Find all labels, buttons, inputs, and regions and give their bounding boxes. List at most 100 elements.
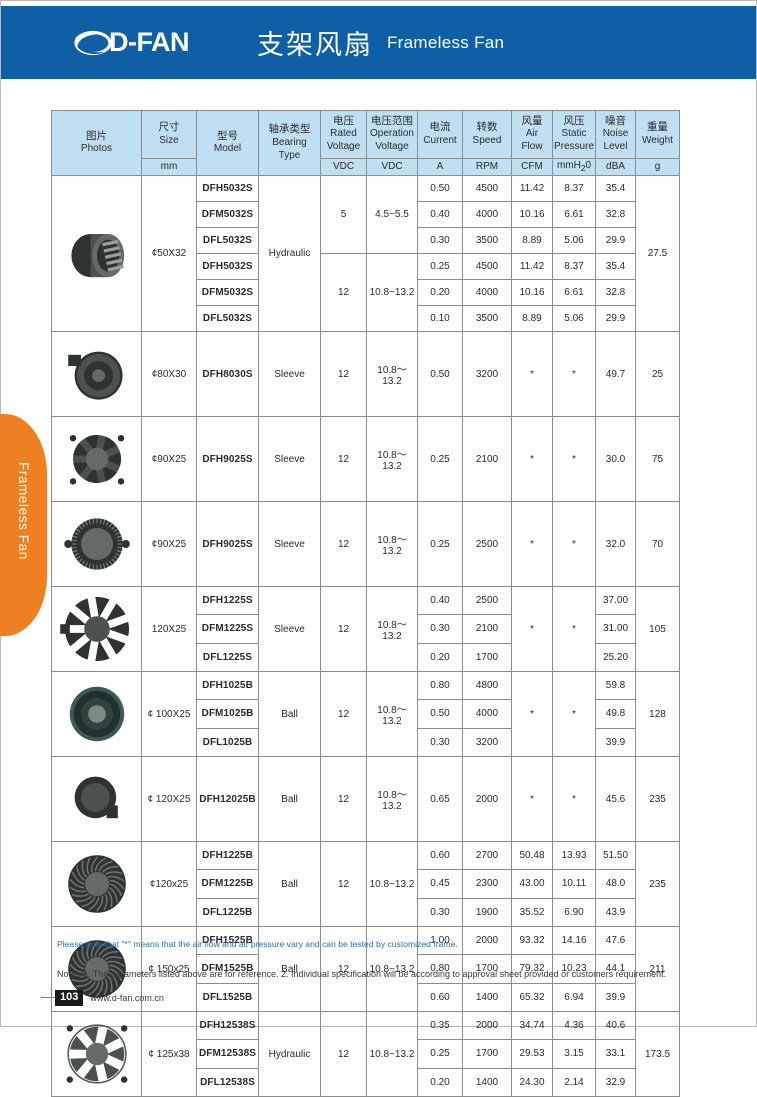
cell-speed: 2100 (462, 416, 512, 502)
cell-noise-level: 29.9 (595, 305, 636, 332)
cell-model: DFH12538S (196, 1010, 259, 1041)
cell-noise-level: 32.9 (595, 1067, 636, 1097)
cell-bearing-type: Sleeve (258, 416, 321, 502)
cell-airflow: 11.42 (511, 253, 553, 280)
cell-weight: 128 (635, 671, 680, 757)
cell-size: ¢ 100X25 (141, 671, 197, 757)
cell-current: 0.25 (417, 501, 463, 587)
cell-speed: 2100 (462, 614, 512, 644)
cell-model: DFM1525B (196, 954, 259, 984)
cell-pressure: 6.61 (552, 201, 596, 228)
cell-noise-level: 30.0 (595, 416, 636, 502)
product-photo-blower-fan-80x30 (51, 331, 142, 417)
cell-pressure: 5.06 (552, 305, 596, 332)
cell-current: 0.50 (417, 699, 463, 729)
cell-current: 0.35 (417, 1010, 463, 1041)
cell-bearing-type: Hydraulic (258, 175, 321, 332)
cell-noise-level: 45.6 (595, 756, 636, 842)
cell-current: 0.25 (417, 1039, 463, 1069)
cell-current: 0.20 (417, 279, 463, 306)
cell-bearing-type: Ball (258, 841, 321, 927)
product-photo-centrifugal-fan-120x25 (51, 841, 142, 927)
cell-bearing-type: Ball (258, 926, 321, 1012)
cell-weight: 70 (635, 501, 680, 587)
cell-model: DFM12538S (196, 1039, 259, 1069)
cell-size: ¢90X25 (141, 416, 197, 502)
cell-model: DFM1025B (196, 699, 259, 729)
table-row: DFL1225B 0.30 1900 35.52 6.90 43.9 (52, 897, 680, 928)
table-row: ¢120x25 DFH1225B Ball 12 10.8~13.2 0.60 2700 50… (51, 840, 680, 927)
footer-dash-icon (41, 997, 55, 999)
table-row: DFL5032S 0.30 3500 8.89 5.06 29.9 (52, 227, 680, 254)
cell-noise-level: 47.6 (595, 925, 636, 956)
cell-model: DFH5032S (196, 175, 259, 202)
product-photo-blower-fan-90x25 (51, 501, 142, 587)
cell-model: DFM5032S (196, 201, 259, 228)
cell-weight: 235 (635, 841, 680, 927)
website-url[interactable]: www.d-fan.com.cn (90, 992, 164, 1003)
table-header: 图片 Photos 尺寸 Size 型号 Model 轴承类型 Bearing Type 电压 Ra… (51, 110, 680, 176)
cell-speed: 2000 (462, 1010, 512, 1041)
cell-size: 120X25 (141, 586, 197, 672)
cell-model: DFH1525B (196, 925, 259, 956)
column-header-photos: 图片 Photos (51, 110, 142, 176)
cell-pressure: 3.15 (552, 1039, 596, 1069)
cell-airflow: * (511, 756, 553, 842)
cell-speed: 1700 (462, 1039, 512, 1069)
cell-model: DFM1225S (196, 614, 259, 644)
cell-model: DFL5032S (196, 305, 259, 332)
cell-airflow: 11.42 (511, 175, 553, 202)
cell-current: 0.45 (417, 869, 463, 899)
cell-model: DFL1525B (196, 982, 259, 1013)
cell-operation-voltage: 10.8～13.2 (366, 501, 418, 587)
table-row: ¢90X25 DFH9025S Sleeve 12 10.8～13.2 0.25 2500 *… (51, 501, 680, 587)
cell-noise-level: 43.9 (595, 897, 636, 928)
product-photo-blower-fan-100x25 (51, 671, 142, 757)
cell-model: DFL1225S (196, 642, 259, 673)
cell-speed: 2500 (462, 501, 512, 587)
section-tab-label: Frameless Fan (16, 462, 31, 560)
cell-noise-level: 49.8 (595, 699, 636, 729)
cell-weight: 105 (635, 586, 680, 672)
cell-model: DFL1025B (196, 727, 259, 758)
cell-airflow: 35.52 (511, 897, 553, 928)
cell-noise-level: 33.1 (595, 1039, 636, 1069)
cell-noise-level: 32.8 (595, 201, 636, 228)
table-row: DFM5032S 0.20 4000 10.16 6.61 32.8 (52, 279, 680, 306)
cell-noise-level: 31.00 (595, 614, 636, 644)
cell-speed: 2700 (462, 840, 512, 871)
cell-noise-level: 59.8 (595, 670, 636, 701)
product-photo-blower-fan-50x32 (51, 175, 142, 332)
cell-pressure: * (552, 331, 596, 417)
cell-model: DFH9025S (196, 416, 259, 502)
cell-model: DFH5032S (196, 253, 259, 280)
cell-model: DFH1225B (196, 840, 259, 871)
cell-bearing-type: Sleeve (258, 586, 321, 672)
cell-pressure: 6.94 (552, 982, 596, 1013)
cell-noise-level: 32.0 (595, 501, 636, 587)
product-photo-centrifugal-fan-150x25 (51, 926, 142, 1012)
cell-current: 0.60 (417, 840, 463, 871)
cell-noise-level: 40.6 (595, 1010, 636, 1041)
fan-specification-table: 图片 Photos 尺寸 Size 型号 Model 轴承类型 Bearing Type 电压 Ra… (51, 110, 680, 1097)
cell-airflow: 10.16 (511, 201, 553, 228)
cell-speed: 3200 (462, 727, 512, 758)
table-row: DFM5032S 0.40 4000 10.16 6.61 32.8 (52, 201, 680, 228)
cell-speed: 2000 (462, 756, 512, 842)
table-row: ¢ 120X25 DFH12025B Ball 12 10.8～13.2 0.65 2000… (51, 756, 680, 842)
cell-airflow: * (511, 501, 553, 587)
cell-speed: 4500 (462, 253, 512, 280)
cell-noise-level: 39.9 (595, 727, 636, 758)
cell-speed: 1700 (462, 954, 512, 984)
cell-airflow: 10.16 (511, 279, 553, 306)
column-header-model: 型号 Model (196, 110, 259, 176)
cell-airflow: 8.89 (511, 305, 553, 332)
cell-pressure: * (552, 416, 596, 502)
cell-rated-voltage: 12 (320, 841, 367, 927)
cell-noise-level: 29.9 (595, 227, 636, 254)
cell-rated-voltage: 12 (320, 926, 367, 1012)
cell-rated-voltage: 12 (320, 253, 367, 332)
cell-pressure: 6.90 (552, 897, 596, 928)
cell-noise-level: 25.20 (595, 642, 636, 673)
cell-speed: 3500 (462, 305, 512, 332)
